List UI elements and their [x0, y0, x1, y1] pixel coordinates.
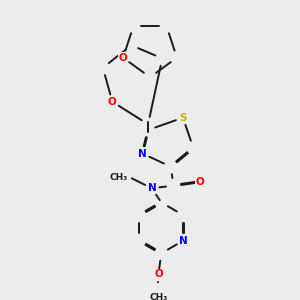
Text: N: N: [138, 148, 147, 158]
Text: O: O: [154, 269, 163, 279]
Text: N: N: [179, 236, 188, 246]
Text: O: O: [196, 177, 204, 187]
Text: S: S: [179, 113, 187, 123]
Text: O: O: [119, 53, 128, 63]
Text: CH₃: CH₃: [149, 293, 168, 300]
Text: CH₃: CH₃: [109, 172, 128, 182]
Text: N: N: [148, 183, 156, 194]
Text: O: O: [108, 97, 117, 107]
